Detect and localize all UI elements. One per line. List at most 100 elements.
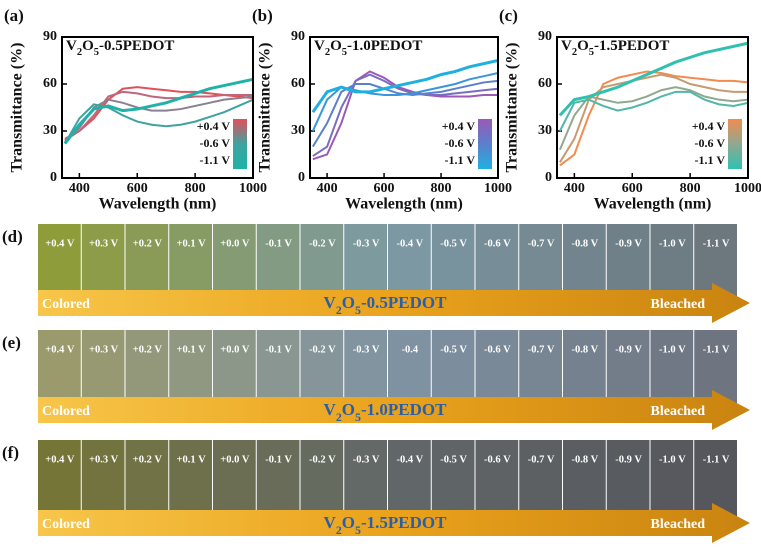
film-tile [694,224,737,296]
x-tick-label: 1000 [484,181,512,196]
panel-label: (b) [252,6,273,25]
film-tile [256,330,300,404]
x-tick-label: 600 [127,181,148,196]
voltage-label: -0.1 V [265,238,292,249]
film-tile [694,330,737,404]
x-axis-label: Wavelength (nm) [345,196,463,213]
voltage-label: -0.5 V [440,238,467,249]
y-tick-label: 60 [291,76,305,91]
film-tile [300,330,344,404]
legend-label: -0.6 V [200,136,231,150]
arrow-right: Bleached [651,404,706,419]
curve [311,59,498,114]
film-tile [256,224,300,296]
title-part: 5 [355,523,361,537]
voltage-label: -0.5 V [440,344,467,355]
voltage-label: -1.0 V [659,344,686,355]
film-tile [650,224,694,296]
title-part: O [342,293,355,312]
title-part: V [314,38,325,54]
film-tile [125,330,169,404]
title-part: -0.5PEDOT [361,293,447,312]
title-part: -1.5PEDOT [594,38,669,54]
film-tile [344,440,387,516]
title-part: O [330,38,342,54]
panel-label: (f) [2,443,19,462]
y-tick-label: 30 [291,123,305,138]
title-part: 5 [355,410,361,424]
film-tile [256,440,300,516]
title-part: 5 [94,47,99,58]
arrow [38,283,750,323]
legend-label: +0.4 V [197,119,231,133]
voltage-label: -0.8 V [572,454,599,465]
voltage-label: -0.7 V [528,454,555,465]
voltage-label: +0.2 V [133,238,163,249]
film-tile [213,440,256,516]
title-part: 2 [336,410,342,424]
x-tick-label: 800 [680,181,701,196]
voltage-label: +0.4 V [45,454,75,465]
voltage-label: +0.3 V [89,344,119,355]
voltage-label: -0.9 V [615,454,642,465]
y-tick-label: 90 [291,29,305,44]
curve [64,98,253,145]
film-tile [213,330,256,404]
x-tick-label: 1000 [734,181,761,196]
arrow [38,503,750,543]
arrow-right: Bleached [651,297,706,312]
title-part: O [342,400,355,419]
voltage-label: -0.4 V [397,238,424,249]
voltage-label: -0.7 V [528,344,555,355]
film-tile [431,224,475,296]
x-tick-label: 600 [622,181,643,196]
film-tile [606,224,650,296]
voltage-label: -0.2 V [309,454,336,465]
film-tile [344,330,387,404]
voltage-label: -1.1 V [703,344,730,355]
y-tick-label: 30 [538,123,552,138]
voltage-label: -0.4 [402,344,419,355]
film-tile [606,440,650,516]
title-part: 2 [325,47,330,58]
title-part: 2 [336,303,342,317]
film-tile [388,224,431,296]
voltage-label: +0.1 V [177,344,207,355]
film-tile [388,330,431,404]
voltage-label: -0.2 V [309,344,336,355]
film-tile [38,330,81,404]
film-tile [81,440,125,516]
y-axis-label: Transmittance (%) [504,43,521,173]
arrow [38,390,750,430]
legend-label: -1.1 V [695,153,726,167]
title-part: 5 [342,47,347,58]
title-part: -1.5PEDOT [361,513,447,532]
voltage-label: -1.0 V [659,454,686,465]
voltage-label: +0.3 V [89,238,119,249]
arrow-right: Bleached [651,517,706,532]
film-tile [213,224,256,296]
film-tile [388,440,431,516]
x-tick-label: 800 [185,181,206,196]
arrow-left: Colored [42,404,90,419]
title-part: V [324,293,337,312]
film-tile [431,330,475,404]
title-part: 5 [589,47,594,58]
title: V2O5-1.0PEDOT [314,38,422,57]
panel-label: (e) [2,333,21,352]
title: V2O5-1.5PEDOT [561,38,669,57]
title-part: O [342,513,355,532]
voltage-label: +0.4 V [45,238,75,249]
panel-label: (c) [499,6,518,25]
film-tile [606,330,650,404]
film-tile [650,330,694,404]
plot-frame [61,36,254,179]
voltage-label: -0.3 V [353,344,380,355]
film-tile [125,440,169,516]
title-part: 2 [572,47,577,58]
film-tile [169,440,212,516]
title: V2O5-0.5PEDOT [66,38,174,57]
voltage-label: -1.1 V [703,238,730,249]
y-tick-label: 0 [545,170,552,185]
x-tick-label: 1000 [239,181,267,196]
